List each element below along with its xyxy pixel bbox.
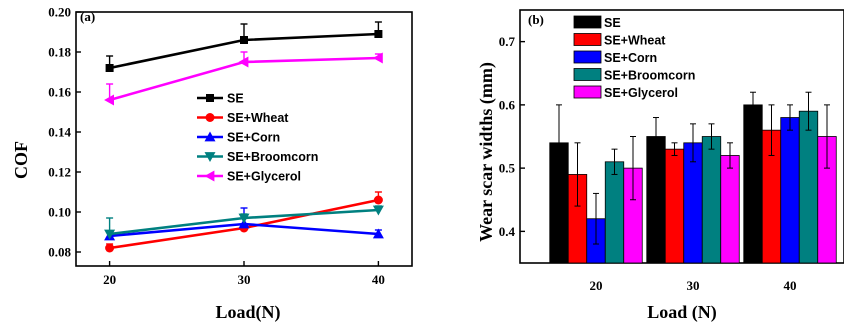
legend-label: SE [227, 92, 244, 106]
data-point [104, 94, 114, 106]
legend-entry: SE+Broomcorn [573, 68, 695, 83]
data-point [105, 243, 115, 253]
legend-entry: SE+Glycerol [197, 170, 301, 184]
x-tick-label: 30 [238, 272, 251, 287]
x-tick-label: 20 [590, 278, 603, 293]
legend-entry: SE+Corn [573, 50, 657, 65]
panel-b-label: (b) [528, 12, 544, 27]
legend-entry: SE [197, 92, 244, 106]
legend-entry: SE+Broomcorn [197, 150, 318, 164]
legend-label: SE [604, 16, 621, 30]
legend-swatch [573, 68, 602, 81]
legend-marker [206, 94, 214, 102]
x-tick-label: 40 [784, 278, 797, 293]
panel-b-xlabel: Load (N) [647, 302, 717, 323]
bar [743, 104, 763, 264]
data-point [105, 64, 114, 72]
bar [604, 161, 625, 264]
y-tick-label: 0.4 [499, 224, 516, 239]
legend-label: SE+Wheat [227, 111, 289, 125]
data-point [372, 205, 384, 216]
legend-marker [205, 113, 215, 122]
y-tick-label: 0.14 [48, 125, 71, 140]
y-tick-label: 0.08 [48, 245, 71, 260]
panel-a-xlabel: Load(N) [215, 302, 280, 323]
legend-entry: SE+Corn [197, 131, 280, 145]
legend-label: SE+Glycerol [227, 170, 301, 184]
legend-marker [204, 170, 215, 182]
legend-swatch [573, 85, 602, 99]
legend-entry: SE+Wheat [573, 33, 666, 48]
wear-bar-chart: 0.4 0.5 0.6 0.7 20 30 40 SE SE+Wheat SE+Corn SE+Br… [499, 9, 844, 293]
legend-label: SE+Glycerol [604, 86, 678, 100]
y-tick-label: 0.16 [48, 85, 71, 100]
y-tick-label: 0.20 [48, 5, 71, 20]
data-point [240, 36, 248, 44]
series-se-glycerol [104, 51, 383, 106]
data-point [372, 228, 384, 239]
legend-label: SE+Corn [604, 51, 657, 65]
y-tick-label: 0.18 [48, 45, 71, 60]
bar [720, 155, 740, 264]
legend-marker [204, 152, 216, 162]
legend-label: SE+Broomcorn [227, 150, 318, 164]
panel-b-ylabel: Wear scar widths (mm) [476, 62, 497, 242]
series-se-broomcorn [104, 205, 384, 240]
legend-entry: SE+Wheat [197, 111, 289, 125]
y-tick-label: 0.5 [499, 161, 516, 176]
y-tick-label: 0.10 [48, 205, 71, 220]
legend-marker [204, 131, 216, 142]
x-tick-label: 40 [372, 272, 385, 287]
legend-entry: SE [573, 15, 621, 30]
legend-entry: SE+Glycerol [573, 85, 678, 100]
cof-line-chart: 0.08 0.10 0.12 0.14 0.16 0.18 0.20 20 30 40 SE SE+W… [48, 5, 413, 287]
data-point [238, 213, 250, 224]
data-point [104, 229, 116, 240]
y-tick-label: 0.12 [48, 165, 71, 180]
series-se [105, 21, 383, 72]
bar [664, 148, 685, 264]
y-tick-label: 0.6 [499, 97, 516, 112]
legend-label: SE+Broomcorn [604, 69, 695, 83]
legend-label: SE+Wheat [604, 34, 666, 48]
data-point [372, 52, 383, 64]
x-tick-label: 20 [103, 272, 116, 287]
x-tick-label: 30 [687, 278, 700, 293]
bar [798, 110, 819, 264]
y-tick-label: 0.7 [499, 34, 516, 49]
legend-swatch [573, 15, 602, 29]
legend-swatch [573, 33, 602, 46]
data-point [238, 56, 249, 68]
legend-label: SE+Corn [227, 131, 280, 145]
bar [780, 117, 800, 264]
data-point [373, 195, 383, 205]
legend-swatch [573, 50, 602, 64]
data-point [374, 30, 383, 38]
panel-a-ylabel: COF [11, 141, 31, 179]
bar [701, 136, 722, 264]
